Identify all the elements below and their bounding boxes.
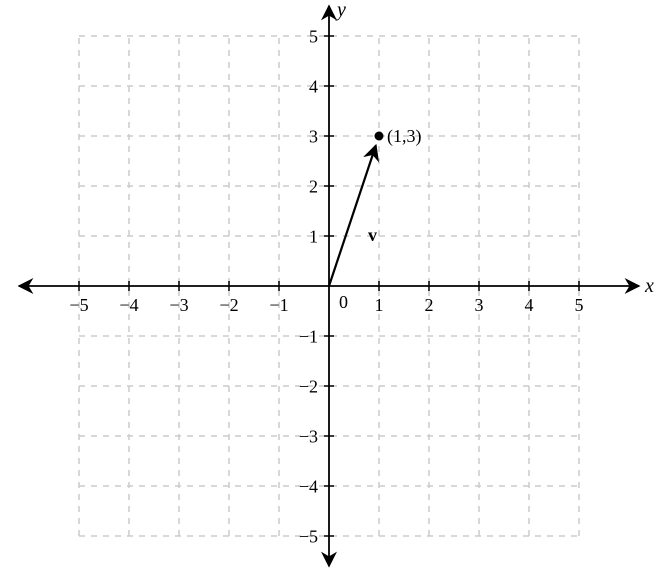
y-tick-label: 2 (309, 176, 318, 196)
y-tick-label: 3 (309, 126, 318, 146)
x-tick-label: −4 (119, 295, 138, 315)
x-tick-label: 3 (475, 295, 484, 315)
origin-label: 0 (339, 292, 348, 312)
vector-v (329, 145, 376, 286)
vector-endpoint (375, 132, 384, 141)
y-tick-label: −1 (299, 326, 318, 346)
y-tick-label: 5 (309, 26, 318, 46)
x-tick-label: −5 (69, 295, 88, 315)
point-label: (1,3) (387, 126, 422, 147)
x-tick-label: 1 (375, 295, 384, 315)
x-tick-label: −3 (169, 295, 188, 315)
y-tick-label: 4 (309, 76, 318, 96)
vector-label: v (368, 225, 377, 245)
y-tick-label: 1 (309, 226, 318, 246)
x-tick-label: −1 (269, 295, 288, 315)
x-tick-label: 2 (425, 295, 434, 315)
y-tick-label: −5 (299, 526, 318, 546)
y-tick-label: −3 (299, 426, 318, 446)
chart-svg: x y −5 −4 −3 −2 −1 1 2 3 4 5 −5 −4 −3 −2 −1 1 2 3 4 5 0 v (1,3) (0, 0, 659, 573)
vector-chart: x y −5 −4 −3 −2 −1 1 2 3 4 5 −5 −4 −3 −2 −1 1 2 3 4 5 0 v (1,3) (0, 0, 659, 573)
y-tick-label: −2 (299, 376, 318, 396)
x-tick-label: −2 (219, 295, 238, 315)
x-axis-label: x (644, 275, 654, 297)
x-tick-label: 4 (525, 295, 534, 315)
y-tick-label: −4 (299, 476, 318, 496)
y-axis-label: y (335, 0, 346, 21)
x-tick-label: 5 (575, 295, 584, 315)
